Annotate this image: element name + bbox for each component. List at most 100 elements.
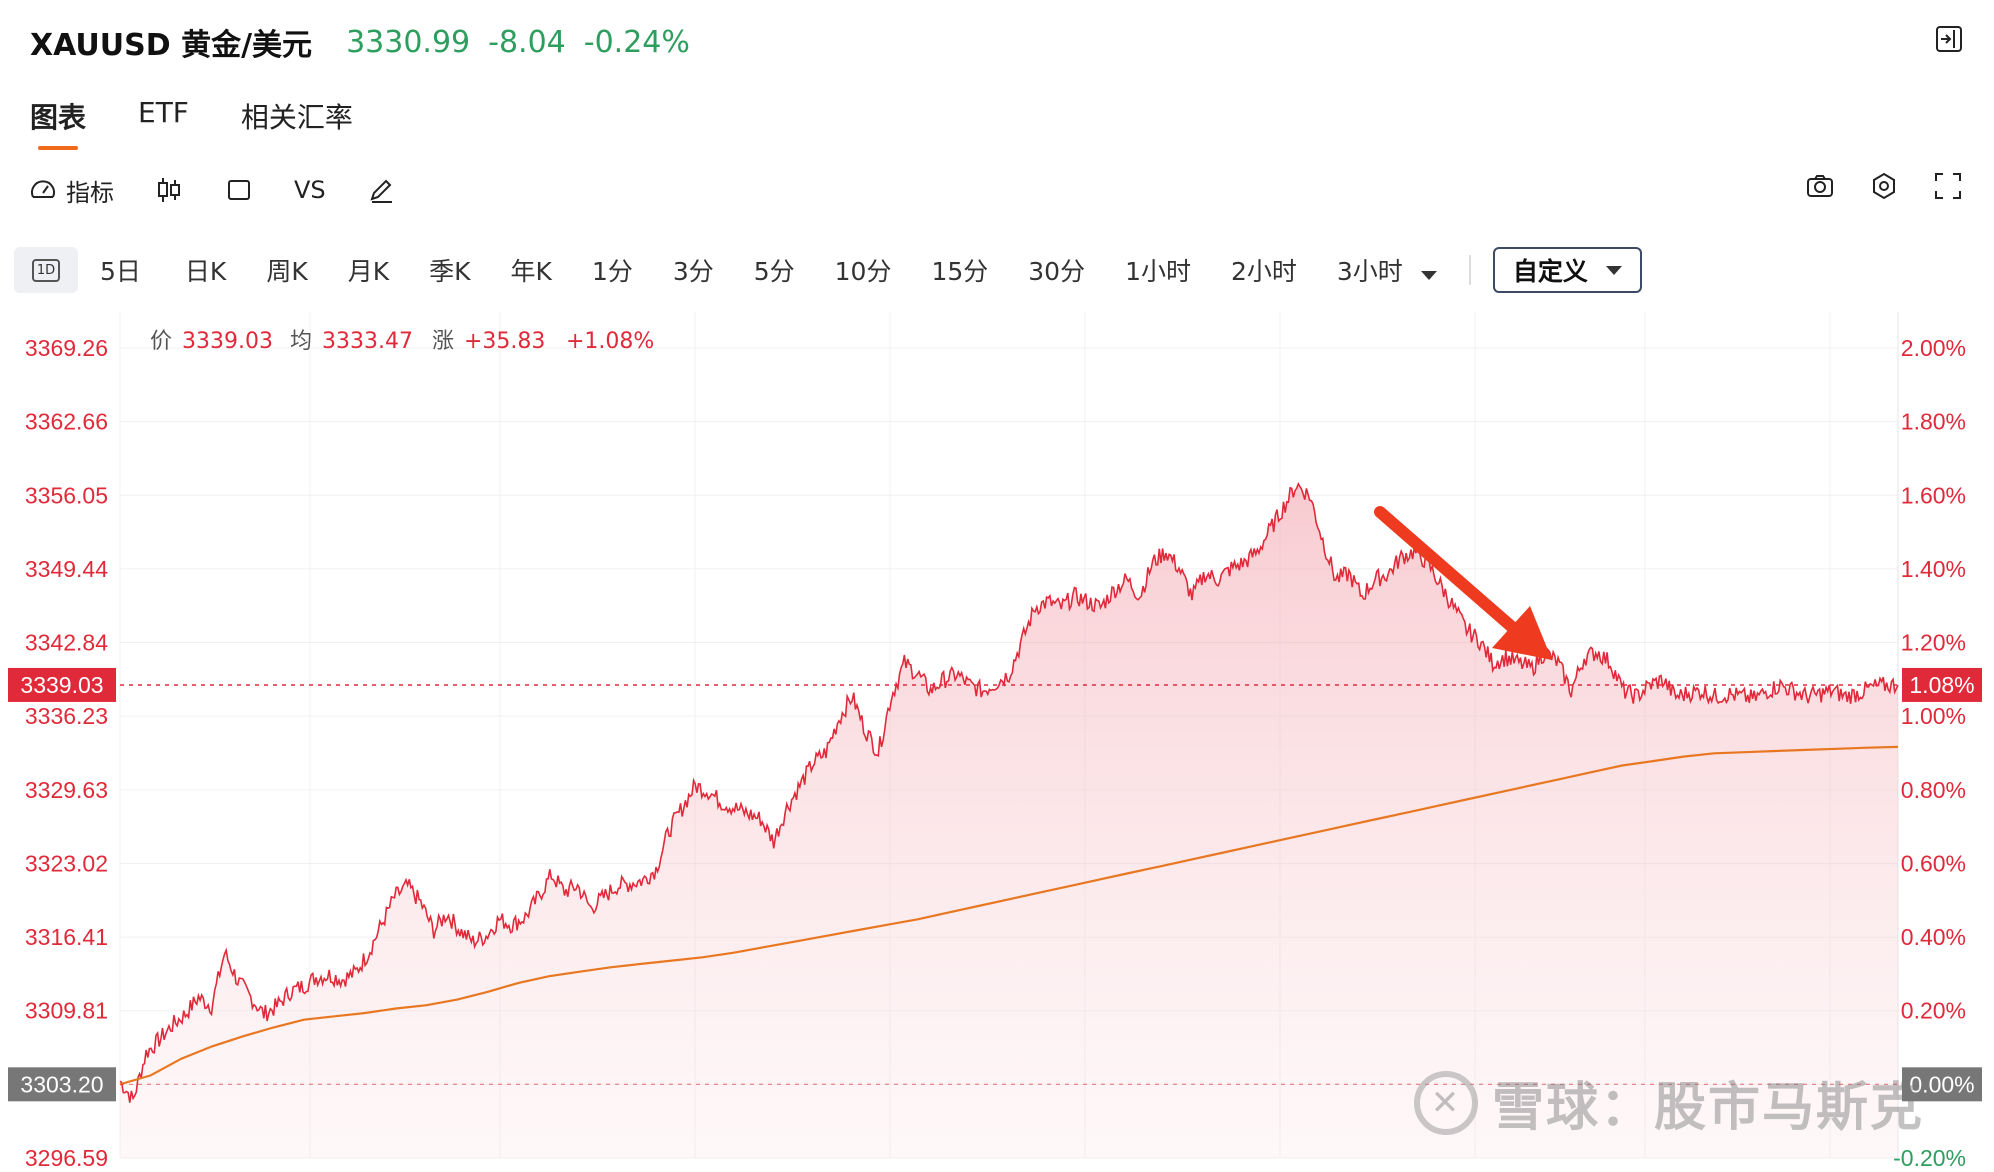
info-avg: 3333.47 xyxy=(322,329,413,354)
chevron-down-icon xyxy=(1605,265,1622,275)
info-avg-label: 均 xyxy=(290,329,312,354)
y-tick-right: 0.20% xyxy=(1901,998,1966,1024)
watermark-text: 雪球：股市马斯克 xyxy=(1491,1078,1924,1138)
last-price: 3330.99 xyxy=(346,24,471,60)
price-area xyxy=(120,483,1898,1158)
period-1min[interactable]: 1分 xyxy=(591,257,633,286)
current-price-badge-text: 3339.03 xyxy=(20,672,103,698)
period-10min[interactable]: 10分 xyxy=(834,257,892,286)
y-tick-left: 3336.23 xyxy=(25,703,108,729)
camera-icon[interactable] xyxy=(1804,170,1836,202)
y-tick-right: 1.80% xyxy=(1901,409,1966,435)
average-line xyxy=(119,745,1899,1086)
info-row: 价 3339.03 均 3333.47 涨 +35.83 +1.08% xyxy=(150,329,654,354)
toolbar-right xyxy=(1804,170,1964,202)
quote-header: XAUUSD 黄金/美元 3330.99 -8.04 -0.24% xyxy=(30,20,690,64)
y-tick-right: 1.60% xyxy=(1901,482,1966,508)
period-3min[interactable]: 3分 xyxy=(672,257,714,286)
gauge-icon xyxy=(31,180,55,198)
tab-bar: 图表 ETF 相关汇率 xyxy=(30,96,353,150)
period-1d[interactable]: 1D xyxy=(14,247,78,293)
period-week-k[interactable]: 周K xyxy=(266,257,308,286)
draw-button[interactable] xyxy=(366,175,396,205)
watermark: ✕ 雪球：股市马斯克 xyxy=(1413,1065,1924,1140)
annotation-arrow xyxy=(1374,506,1552,660)
y-tick-right: 1.00% xyxy=(1901,703,1966,729)
period-day-k[interactable]: 日K xyxy=(184,257,227,286)
y-tick-left: 3369.26 xyxy=(25,335,108,361)
custom-period-label: 自定义 xyxy=(1512,258,1588,286)
zero-pct-badge xyxy=(1902,1067,1982,1102)
y-tick-right: 0.40% xyxy=(1901,924,1966,950)
exit-icon[interactable] xyxy=(1934,24,1964,54)
period-selector: 1D 5日 日K 周K 月K 季K 年K 1分 3分 5分 10分 15分 30… xyxy=(14,244,1964,296)
settings-icon[interactable] xyxy=(1868,170,1900,202)
y-tick-right: 2.00% xyxy=(1901,335,1966,361)
period-2hour[interactable]: 2小时 xyxy=(1231,257,1297,286)
price-change-percent: -0.24% xyxy=(583,24,690,60)
tab-etf[interactable]: ETF xyxy=(138,96,189,129)
fullscreen-icon[interactable] xyxy=(1932,170,1964,202)
current-price-badge xyxy=(8,667,116,702)
y-tick-right: 1.40% xyxy=(1901,556,1966,582)
intraday-chart[interactable]: 3369.26 3362.66 3356.05 3349.44 3342.84 3336.… xyxy=(0,312,1994,1172)
prev-close-badge-text: 3303.20 xyxy=(20,1071,103,1097)
period-30min[interactable]: 30分 xyxy=(1028,257,1086,286)
info-price: 3339.03 xyxy=(182,329,273,354)
tab-chart[interactable]: 图表 xyxy=(30,96,86,150)
custom-period-select[interactable]: 自定义 xyxy=(1492,247,1642,293)
y-tick-left: 3309.81 xyxy=(25,998,108,1024)
y-tick-right: 0.60% xyxy=(1901,850,1966,876)
y-axis-left: 3369.26 3362.66 3356.05 3349.44 3342.84 3336.… xyxy=(25,335,108,1171)
watermark-logo-icon: ✕ xyxy=(1413,1070,1478,1135)
y-tick-left: 3349.44 xyxy=(25,556,108,582)
compare-label: VS xyxy=(294,176,326,204)
compare-button[interactable]: VS xyxy=(294,176,326,204)
square-icon xyxy=(228,180,250,200)
y-axis-right: 2.00% 1.80% 1.60% 1.40% 1.20% 1.00% 0.80% 0.60%… xyxy=(1893,335,1966,1171)
info-price-label: 价 xyxy=(150,329,172,354)
period-5d[interactable]: 5日 xyxy=(100,257,141,286)
prev-close-badge xyxy=(8,1067,116,1102)
info-chg-pct: +1.08% xyxy=(566,329,654,354)
period-divider xyxy=(1468,255,1471,285)
pencil-icon xyxy=(370,179,392,203)
symbol-title: XAUUSD 黄金/美元 xyxy=(30,28,313,63)
info-chg: +35.83 xyxy=(464,329,545,354)
reference-markers: 3339.03 1.08% 3303.20 0.00% xyxy=(8,667,1982,1102)
y-tick-left: 3356.05 xyxy=(25,482,108,508)
y-tick-left: 3329.63 xyxy=(25,777,108,803)
y-tick-left: 3323.02 xyxy=(25,850,108,876)
tab-related-fx[interactable]: 相关汇率 xyxy=(240,101,353,134)
y-tick-right: 1.20% xyxy=(1901,630,1966,656)
period-3hour-label: 3小时 xyxy=(1336,257,1403,286)
period-1d-label: 1D xyxy=(31,258,61,282)
indicator-label: 指标 xyxy=(66,178,114,207)
current-pct-badge xyxy=(1902,667,1982,702)
period-3hour[interactable]: 3小时 xyxy=(1337,252,1437,288)
period-1hour[interactable]: 1小时 xyxy=(1125,257,1191,286)
y-tick-left: 3362.66 xyxy=(25,409,108,435)
chevron-down-icon xyxy=(1420,271,1437,280)
price-area-fill xyxy=(120,483,1898,1158)
y-tick-right: -0.20% xyxy=(1893,1145,1966,1171)
info-chg-label: 涨 xyxy=(432,329,454,354)
y-tick-left: 3316.41 xyxy=(25,924,108,950)
price-change: -8.04 xyxy=(488,24,566,60)
candlestick-icon xyxy=(158,178,180,202)
period-5min[interactable]: 5分 xyxy=(753,257,795,286)
period-15min[interactable]: 15分 xyxy=(931,257,989,286)
price-line xyxy=(119,482,1899,1103)
period-year-k[interactable]: 年K xyxy=(510,257,552,286)
series-lines xyxy=(119,482,1899,1103)
fullscreen-box-button[interactable] xyxy=(224,175,254,205)
period-quarter-k[interactable]: 季K xyxy=(429,257,471,286)
zero-pct-badge-text: 0.00% xyxy=(1909,1071,1974,1097)
chart-area[interactable]: 3369.26 3362.66 3356.05 3349.44 3342.84 3336.… xyxy=(0,312,1994,1172)
indicator-button[interactable]: 指标 xyxy=(28,173,114,208)
chart-toolbar: 指标 VS xyxy=(28,170,1964,210)
y-tick-left: 3342.84 xyxy=(25,630,108,656)
y-tick-right: 0.80% xyxy=(1901,777,1966,803)
period-month-k[interactable]: 月K xyxy=(347,257,390,286)
candle-type-button[interactable] xyxy=(154,175,184,205)
